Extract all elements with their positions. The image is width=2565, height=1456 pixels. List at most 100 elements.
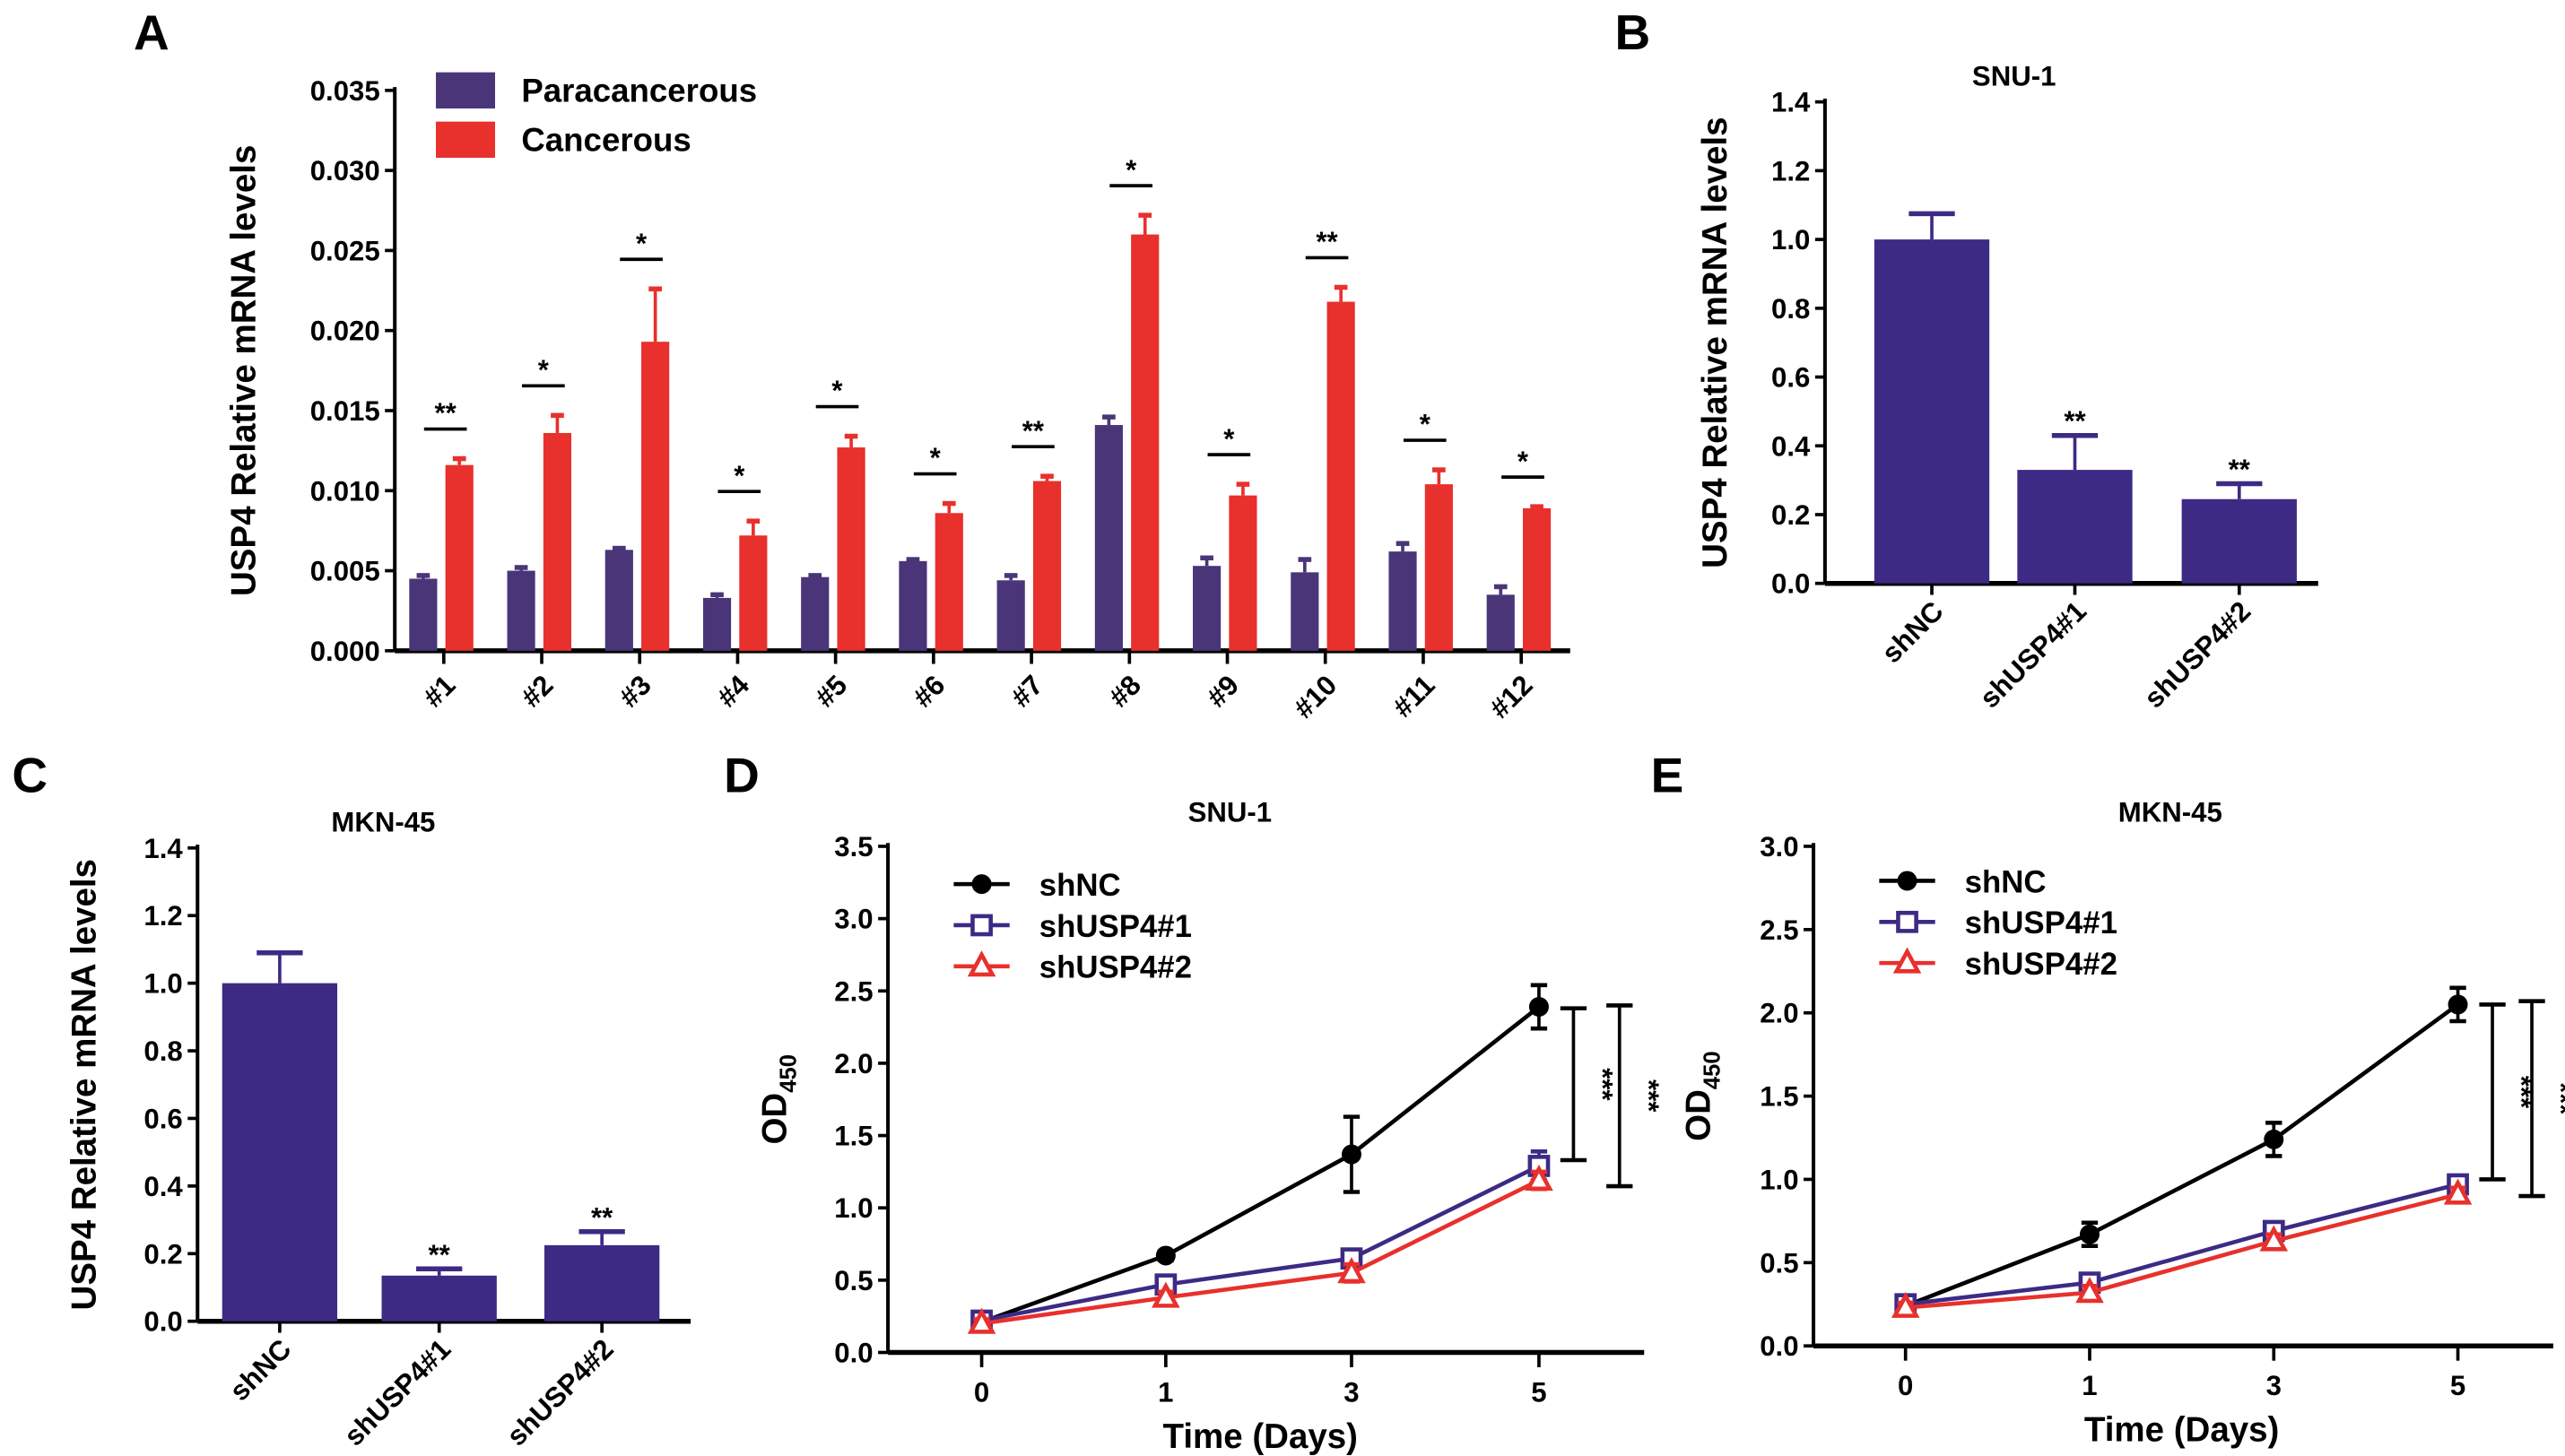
triangle-marker: [1892, 947, 1922, 974]
x-tick-label: 1: [1158, 1377, 1173, 1408]
significance-marker: *: [636, 228, 648, 259]
legend-label: shNC: [1039, 868, 1121, 903]
y-tick-label: 0.025: [310, 235, 380, 266]
cancerous-bar: [641, 342, 670, 651]
bar: [544, 1244, 660, 1322]
y-tick-label: 0.5: [1760, 1247, 1798, 1278]
panel-label: D: [724, 747, 760, 802]
y-tick-label: 0.010: [310, 475, 380, 507]
bar: [381, 1275, 497, 1322]
legend-label: shUSP4#2: [1039, 950, 1192, 985]
y-tick-label: 0.6: [1771, 362, 1810, 394]
significance-marker: ***: [1587, 1068, 1618, 1101]
significance-marker: *: [831, 375, 843, 406]
paracancerous-bar: [1486, 594, 1515, 651]
y-tick-label: 3.0: [1760, 831, 1798, 862]
x-tick-label: 0: [974, 1377, 989, 1408]
x-tick-label: shNC: [1875, 595, 1949, 669]
significance-marker: *: [1517, 446, 1529, 477]
triangle-marker: [2443, 1178, 2473, 1205]
x-tick-label: #5: [809, 669, 853, 713]
y-tick-label: 0.020: [310, 316, 380, 347]
legend-label: shNC: [1965, 864, 2047, 899]
cancerous-bar: [1326, 301, 1355, 651]
y-tick-label: 0.4: [1771, 430, 1811, 462]
y-tick-label: 3.0: [834, 904, 873, 935]
x-tick-label: 1: [2082, 1370, 2097, 1401]
y-tick-label: 0.8: [1771, 293, 1810, 325]
y-tick-label: 1.0: [834, 1192, 873, 1224]
legend-label: shUSP4#1: [1039, 909, 1192, 944]
series-line: [1904, 1002, 2459, 1308]
y-tick-label: 0.6: [143, 1103, 182, 1134]
chart-title: MKN-45: [2118, 796, 2222, 828]
cancerous-bar: [739, 535, 768, 651]
circle-marker: [971, 874, 992, 895]
y-tick-label: 0.8: [143, 1036, 182, 1067]
y-axis-label: OD450: [1680, 1051, 1726, 1141]
y-tick-label: 0.030: [310, 155, 380, 186]
legend-label: Cancerous: [521, 122, 691, 159]
significance-marker: **: [2064, 405, 2086, 437]
chart-title: MKN-45: [331, 806, 435, 837]
paracancerous-bar: [409, 578, 438, 651]
y-axis-label: USP4 Relative mRNA levels: [224, 145, 263, 596]
x-tick-label: shUSP4#2: [500, 1333, 620, 1452]
cancerous-bar: [1032, 481, 1062, 651]
significance-marker: ***: [2545, 1082, 2565, 1115]
triangle-marker: [1152, 1281, 1180, 1308]
significance-marker: ***: [1633, 1079, 1665, 1113]
y-tick-label: 1.2: [143, 900, 182, 932]
series-line: [981, 1178, 1540, 1326]
legend-label: shUSP4#1: [1965, 906, 2117, 940]
y-axis-label: OD450: [755, 1054, 801, 1145]
x-tick-label: shUSP4#2: [2138, 595, 2257, 715]
triangle-marker: [1525, 1164, 1553, 1192]
paracancerous-bar: [1094, 425, 1123, 651]
chart-title: SNU-1: [1188, 796, 1272, 828]
cancerous-bar: [837, 447, 865, 651]
bar: [2017, 470, 2133, 584]
significance-marker: **: [429, 1239, 451, 1270]
x-tick-label: shNC: [223, 1333, 297, 1407]
y-tick-label: 1.0: [1760, 1164, 1798, 1195]
significance-marker: *: [1223, 423, 1235, 455]
x-axis-label: Time (Days): [1163, 1417, 1358, 1456]
chart-title: SNU-1: [1972, 60, 2056, 91]
x-tick-label: #6: [907, 669, 951, 713]
significance-marker: *: [734, 460, 745, 491]
significance-marker: **: [591, 1201, 613, 1233]
y-tick-label: 2.5: [834, 975, 873, 1007]
bar: [222, 983, 338, 1322]
x-tick-label: #10: [1288, 669, 1343, 724]
significance-marker: *: [538, 354, 550, 386]
x-tick-label: #8: [1103, 669, 1147, 713]
paracancerous-bar: [899, 560, 927, 651]
triangle-marker: [2259, 1225, 2289, 1252]
cancerous-bar: [1522, 507, 1552, 651]
x-tick-label: 5: [2450, 1370, 2465, 1401]
y-tick-label: 2.0: [1760, 998, 1798, 1029]
circle-marker: [1155, 1245, 1176, 1266]
x-tick-label: #1: [417, 669, 461, 713]
x-tick-label: shUSP4#1: [1974, 595, 2093, 715]
cancerous-bar: [1131, 234, 1160, 651]
panel-label: A: [134, 4, 170, 60]
bar: [2181, 498, 2297, 584]
y-tick-label: 2.5: [1760, 914, 1798, 946]
panel-label: B: [1615, 4, 1651, 60]
x-tick-label: #9: [1201, 669, 1245, 713]
circle-marker: [2079, 1224, 2100, 1244]
y-tick-label: 0.0: [834, 1338, 873, 1369]
triangle-marker: [967, 950, 996, 977]
legend-label: shUSP4#2: [1965, 947, 2117, 982]
panel-e: 0.0 0.5 1.0 1.5 2.0 2.5 3.0 E MKN-45 OD450 0 1 3 5 Tim…: [1651, 747, 2565, 1449]
y-axis-label: USP4 Relative mRNA levels: [65, 859, 104, 1310]
significance-marker: **: [1022, 415, 1045, 446]
cancerous-bar: [543, 432, 572, 651]
panel-d: 0.0 0.5 1.0 1.5 2.0 2.5 3.0 3.5 D SNU-1 OD450 0 1 3 5 T…: [724, 747, 1665, 1455]
series-line: [1905, 1182, 2459, 1307]
paracancerous-bar: [801, 576, 830, 651]
y-tick-label: 0.0: [1760, 1330, 1798, 1362]
x-tick-label: 3: [2266, 1370, 2282, 1401]
